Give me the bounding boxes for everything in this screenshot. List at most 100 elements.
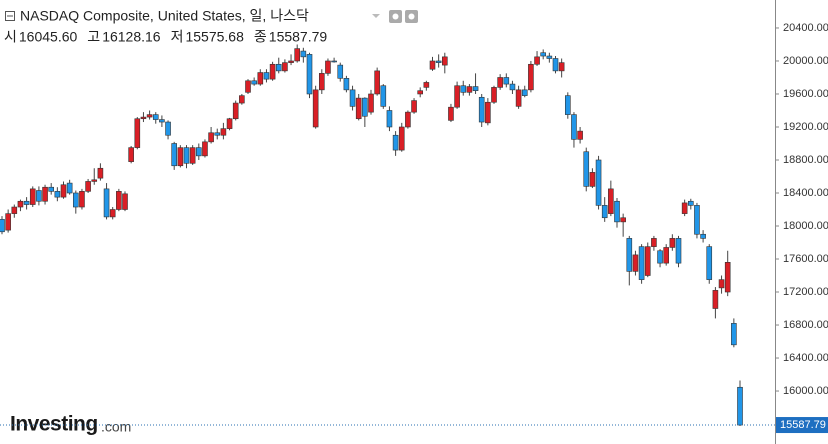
candle-body [122,193,128,210]
candle-body [171,143,177,167]
candle-body [466,86,473,93]
y-tick-label: 17600.00 [783,253,828,265]
candle-body [540,52,547,57]
candle-body [300,50,307,58]
candle-body [128,147,134,162]
y-tick-label: 17200.00 [783,286,828,298]
candle-body [441,56,448,66]
header-icons [372,10,418,23]
candle-body [97,167,104,179]
candle-body [73,192,79,208]
y-tick-label: 20400.00 [783,22,828,34]
ohlc-label: 시 [4,29,17,45]
candle-body [411,100,417,113]
candle-body [140,116,147,120]
candle-body [91,179,98,182]
candle-body [675,238,682,264]
candle-body [165,121,171,136]
candle-body [472,86,479,91]
y-tick-label: 18800.00 [783,154,828,166]
candle-body [405,111,411,128]
candle-body [509,83,516,91]
candle-body [177,147,184,167]
y-tick-label: 19600.00 [783,88,828,100]
collapse-icon[interactable] [5,11,15,21]
candle-body [724,262,731,293]
y-tick-label: 20000.00 [783,55,828,67]
candle-body [589,172,596,187]
candle-body [306,54,313,95]
candle-body [669,238,676,248]
candle-body [109,209,116,218]
candle-body [626,238,633,272]
candle-body [681,202,688,214]
candle-body [534,56,540,65]
candle-body [103,188,110,218]
candle-body [687,200,694,206]
candle-body [521,89,528,96]
candle-body [429,60,436,70]
ohlc-label: 종 [254,29,267,45]
candle-body [608,188,614,214]
dropdown-icon[interactable] [372,14,380,18]
candle-body [263,72,270,80]
candle-body [196,147,202,157]
candle-body [583,151,590,187]
last-price-label: 15587.79 [780,419,826,431]
candle-body [362,97,368,117]
candle-body [275,63,282,72]
gear-icon-dot [408,13,415,20]
candle-body [116,191,122,210]
candle-body [638,246,645,280]
candle-body [48,186,55,192]
candle-body [528,63,534,91]
candle-body [448,106,454,121]
candle-body [337,64,344,79]
candle-body [386,110,393,128]
candle-body [657,250,663,264]
candle-body [552,58,559,72]
candle-body [251,80,257,85]
candle-body [85,181,91,192]
candle-body [23,200,30,205]
candle-body [294,48,301,62]
last-price-box [776,417,828,434]
candle-body [282,62,288,72]
candle-body [42,186,48,202]
candle-body [632,254,639,272]
candle-body [435,60,442,63]
candle-body [718,279,725,289]
candle-body [183,147,190,164]
candle-body [485,101,491,124]
candle-body [601,205,608,219]
candle-body [146,114,153,118]
candle-body [54,191,61,198]
candle-body [288,60,294,63]
candle-body [460,85,467,93]
logo-brand: Investing [10,413,98,436]
candle-body [79,191,85,208]
candle-body [491,87,497,103]
candle-body [17,200,24,208]
candle-body [29,188,36,205]
candle-body [620,217,626,223]
candle-body [220,128,227,136]
candle-body [731,323,737,346]
candle-body [374,70,380,95]
candle-body [454,85,460,108]
y-tick-label: 16400.00 [783,352,828,364]
chart-title: NASDAQ Composite, United States, 일, 나스닥 [20,8,309,24]
ohlc-label: 저 [171,29,184,45]
candle-body [595,159,602,206]
candle-body [368,93,374,113]
candle-body [232,102,239,120]
candle-body [0,219,5,233]
candle-body [66,182,73,194]
candle-body [417,90,424,95]
candle-body [189,147,196,164]
candle-body [152,114,159,120]
candle-body [564,95,571,115]
candle-body [60,184,67,198]
